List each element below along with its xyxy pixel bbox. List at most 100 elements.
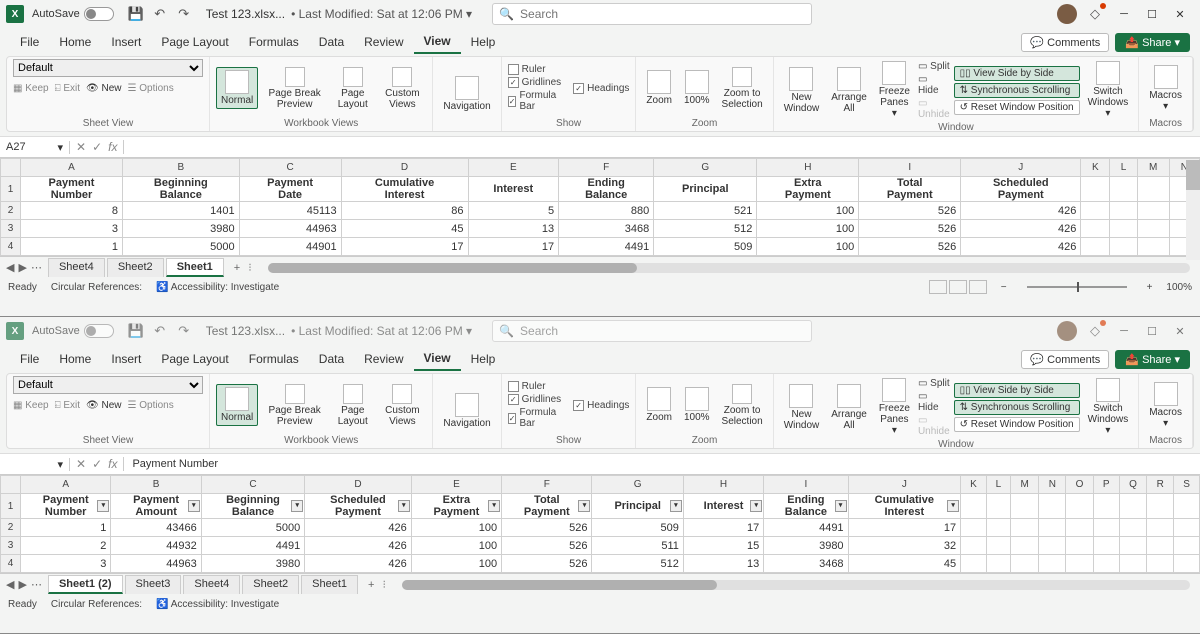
zoom-button[interactable]: Zoom bbox=[642, 68, 676, 108]
row-header[interactable]: 1 bbox=[1, 177, 21, 202]
navigation-button[interactable]: Navigation bbox=[439, 391, 494, 431]
split-button[interactable]: ▭ Split bbox=[918, 378, 950, 389]
menu-tab-formulas[interactable]: Formulas bbox=[239, 348, 309, 370]
filter-icon[interactable]: ▾ bbox=[947, 500, 959, 512]
cell[interactable] bbox=[1137, 202, 1169, 220]
filter-icon[interactable]: ▾ bbox=[835, 500, 847, 512]
cell[interactable]: 426 bbox=[305, 537, 411, 555]
col-header[interactable]: H bbox=[683, 476, 763, 494]
cell[interactable]: 44963 bbox=[111, 555, 201, 573]
last-modified[interactable]: • Last Modified: Sat at 12:06 PM ▾ bbox=[291, 7, 472, 21]
maximize-button[interactable]: ☐ bbox=[1138, 321, 1166, 341]
filter-icon[interactable]: ▾ bbox=[97, 500, 109, 512]
menu-tab-file[interactable]: File bbox=[10, 31, 49, 53]
headings-checkbox[interactable]: Headings bbox=[573, 83, 629, 94]
col-header[interactable]: P bbox=[1093, 476, 1119, 494]
cell[interactable] bbox=[1093, 555, 1119, 573]
cell[interactable]: 3468 bbox=[764, 555, 848, 573]
cell[interactable]: 17 bbox=[848, 519, 961, 537]
col-header[interactable]: A bbox=[21, 159, 123, 177]
row-header[interactable]: 3 bbox=[1, 220, 21, 238]
search-box[interactable]: 🔍 bbox=[492, 3, 812, 25]
cell[interactable]: 44963 bbox=[239, 220, 341, 238]
search-box[interactable]: 🔍 bbox=[492, 320, 812, 342]
user-avatar[interactable] bbox=[1057, 4, 1077, 24]
zoom-to-selection-button[interactable]: Zoom to Selection bbox=[718, 382, 767, 429]
col-header[interactable]: G bbox=[592, 476, 683, 494]
cell[interactable]: 15 bbox=[683, 537, 763, 555]
cell[interactable]: 32 bbox=[848, 537, 961, 555]
menu-tab-page-layout[interactable]: Page Layout bbox=[151, 31, 238, 53]
cell[interactable]: 100 bbox=[411, 555, 501, 573]
column-header-cell[interactable]: PaymentDate bbox=[239, 177, 341, 202]
cell[interactable] bbox=[986, 537, 1010, 555]
col-header[interactable]: D bbox=[341, 159, 468, 177]
cell[interactable] bbox=[1147, 494, 1174, 519]
undo-icon[interactable]: ↶ bbox=[151, 322, 169, 340]
normal-view-button[interactable]: Normal bbox=[216, 67, 258, 109]
name-box[interactable]: A27▾ bbox=[0, 141, 70, 154]
sheet-tab[interactable]: Sheet3 bbox=[125, 575, 182, 594]
cell[interactable]: 43466 bbox=[111, 519, 201, 537]
cell[interactable] bbox=[1119, 519, 1147, 537]
col-header[interactable]: N bbox=[1039, 476, 1066, 494]
headings-checkbox[interactable]: Headings bbox=[573, 400, 629, 411]
cell[interactable] bbox=[1110, 238, 1137, 256]
cell[interactable] bbox=[1174, 555, 1200, 573]
sheet-tab[interactable]: Sheet4 bbox=[48, 258, 105, 277]
column-header-cell[interactable]: Interest▾ bbox=[683, 494, 763, 519]
column-header-cell[interactable]: ExtraPayment▾ bbox=[411, 494, 501, 519]
col-header[interactable]: H bbox=[757, 159, 859, 177]
exit-button[interactable]: ⍇ Exit bbox=[55, 83, 80, 94]
cell[interactable] bbox=[1119, 537, 1147, 555]
horizontal-scrollbar[interactable] bbox=[402, 580, 1190, 590]
column-header-cell[interactable]: PaymentNumber▾ bbox=[21, 494, 111, 519]
cell[interactable]: 100 bbox=[757, 202, 859, 220]
exit-button[interactable]: ⍇ Exit bbox=[55, 400, 80, 411]
zoom-to-selection-button[interactable]: Zoom to Selection bbox=[718, 65, 767, 112]
row-header[interactable]: 3 bbox=[1, 537, 21, 555]
col-header[interactable]: B bbox=[122, 159, 239, 177]
cell[interactable]: 509 bbox=[592, 519, 683, 537]
menu-tab-home[interactable]: Home bbox=[49, 31, 101, 53]
filter-icon[interactable]: ▾ bbox=[291, 500, 303, 512]
add-sheet-button[interactable]: + bbox=[226, 262, 248, 274]
cell[interactable] bbox=[1174, 537, 1200, 555]
col-header[interactable]: I bbox=[859, 159, 961, 177]
macros-button[interactable]: Macros ▾ bbox=[1145, 380, 1186, 431]
col-header[interactable]: F bbox=[559, 159, 654, 177]
column-header-cell[interactable]: ScheduledPayment▾ bbox=[305, 494, 411, 519]
cell[interactable]: 17 bbox=[468, 238, 559, 256]
macros-button[interactable]: Macros ▾ bbox=[1145, 63, 1186, 114]
cell[interactable] bbox=[1066, 537, 1094, 555]
column-header-cell[interactable]: TotalPayment▾ bbox=[502, 494, 592, 519]
cell[interactable]: 1 bbox=[21, 519, 111, 537]
page-layout-button[interactable]: Page Layout bbox=[331, 65, 374, 112]
tab-prev[interactable]: ◀ bbox=[6, 261, 14, 274]
split-button[interactable]: ▭ Split bbox=[918, 61, 950, 72]
zoom-button[interactable]: Zoom bbox=[642, 385, 676, 425]
cell[interactable]: 4491 bbox=[559, 238, 654, 256]
cancel-icon[interactable]: ✕ bbox=[76, 457, 86, 471]
col-header[interactable]: S bbox=[1174, 476, 1200, 494]
reset-window-position-button[interactable]: ↺ Reset Window Position bbox=[954, 417, 1080, 432]
minimize-button[interactable]: ─ bbox=[1110, 4, 1138, 24]
cell[interactable]: 5 bbox=[468, 202, 559, 220]
cell[interactable] bbox=[1119, 555, 1147, 573]
col-header[interactable]: O bbox=[1066, 476, 1094, 494]
filename[interactable]: Test 123.xlsx... bbox=[206, 7, 285, 21]
cell[interactable]: 526 bbox=[859, 238, 961, 256]
sheet-tab[interactable]: Sheet2 bbox=[242, 575, 299, 594]
save-icon[interactable]: 💾 bbox=[127, 322, 145, 340]
column-header-cell[interactable]: BeginningBalance bbox=[122, 177, 239, 202]
cell[interactable]: 4491 bbox=[764, 519, 848, 537]
cell[interactable]: 526 bbox=[859, 202, 961, 220]
new-view-button[interactable]: 👁 New bbox=[86, 83, 121, 94]
cell[interactable] bbox=[1039, 537, 1066, 555]
col-header[interactable]: Q bbox=[1119, 476, 1147, 494]
cell[interactable] bbox=[1039, 555, 1066, 573]
column-header-cell[interactable]: EndingBalance bbox=[559, 177, 654, 202]
status-accessibility[interactable]: ♿ Accessibility: Investigate bbox=[156, 282, 279, 293]
autosave-toggle[interactable] bbox=[84, 7, 114, 21]
col-header[interactable]: C bbox=[201, 476, 304, 494]
